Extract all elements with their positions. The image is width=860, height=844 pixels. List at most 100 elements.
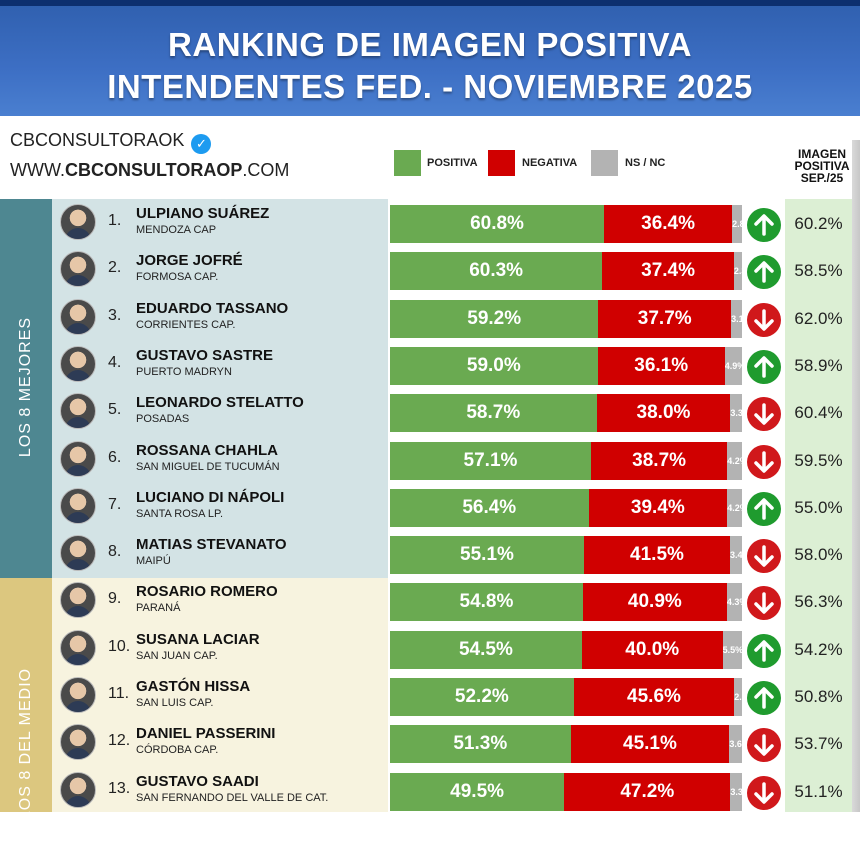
legend-positiva-swatch [394, 150, 421, 176]
avatar [60, 251, 96, 288]
bar-nsnc: 3.4% [730, 536, 742, 575]
stacked-bar: 51.3%45.1%3.6% [390, 725, 742, 764]
bar-positiva: 54.8% [390, 583, 583, 622]
avatar [60, 771, 96, 808]
prev-positive-value: 60.2% [794, 214, 843, 233]
bar-negativa: 40.9% [582, 583, 727, 622]
site-name: CBCONSULTORAOP [64, 160, 243, 180]
stacked-bar: 57.1%38.7%4.2% [390, 441, 742, 480]
verified-check-icon: ✓ [191, 134, 212, 154]
site-suffix: .COM [242, 160, 290, 180]
bar-positiva: 59.2% [390, 299, 599, 338]
arrow-up-icon [747, 208, 781, 242]
avatar-shirt [65, 606, 91, 618]
avatar [60, 345, 96, 382]
avatar-shirt [65, 275, 91, 287]
title-line-1: RANKING DE IMAGEN POSITIVA [168, 26, 692, 63]
rank-number: 1. [108, 212, 122, 229]
rank-number: 13. [108, 779, 131, 797]
rank-number: 10. [108, 637, 131, 655]
ranking-row: 7. LUCIANO DI NÁPOLI SANTA ROSA LP. 56.4% 39… [0, 483, 860, 527]
legend-negativa: NEGATIVA [488, 150, 588, 176]
mayor-city: SAN JUAN CAP. [136, 649, 218, 662]
stacked-bar: 55.1%41.5%3.4% [390, 536, 742, 575]
bar-nsnc: 2.2% [734, 678, 742, 716]
brand-handle: CBCONSULTORAOK ✓ [10, 130, 212, 154]
bar-negativa: 38.0% [596, 394, 731, 433]
stacked-bar: 58.7%38.0%3.3% [390, 394, 742, 433]
bar-positiva: 54.5% [390, 630, 582, 669]
prev-positive-value: 56.3% [794, 592, 843, 612]
prev-positive-value: 51.1% [794, 781, 843, 801]
mayor-name: SUSANA LACIAR [136, 630, 260, 648]
ranking-row: 1. ULPIANO SUÁREZ MENDOZA CAP 60.8%36.4%2.8… [0, 199, 860, 243]
rank-number: 5. [108, 401, 122, 419]
mayor-city: SAN MIGUEL DE TUCUMÁN [136, 460, 280, 473]
mayor-city: MENDOZA CAP [136, 224, 217, 236]
mayor-city: SANTA ROSA LP. [136, 507, 224, 520]
rank-number: 4. [108, 353, 122, 371]
mayor-name: GUSTAVO SAADI [136, 772, 259, 790]
prev-header-line2: POSITIVA [794, 159, 850, 173]
group-band-best [0, 199, 52, 578]
title-line-2: INTENDENTES FED. - NOVIEMBRE 2025 [107, 68, 753, 105]
prev-positive-value: 60.4% [794, 403, 843, 423]
bar-nsnc: 3.3% [730, 394, 742, 433]
bar-positiva: 55.1% [390, 536, 584, 575]
mayor-city: SAN FERNANDO DEL VALLE DE CAT. [136, 791, 329, 804]
rank-number: 9. [108, 590, 122, 608]
mayor-city: POSADAS [136, 413, 190, 426]
bar-negativa: 36.4% [604, 205, 733, 243]
right-edge-strip [852, 140, 860, 812]
avatar [60, 204, 96, 240]
arrow-down-icon [747, 397, 781, 432]
bar-negativa: 38.7% [590, 441, 728, 480]
prev-column-background [785, 199, 852, 812]
avatar-shirt [65, 322, 91, 334]
group-rows-bg-best [52, 199, 388, 578]
bar-positiva: 60.8% [390, 205, 605, 243]
rank-number: 11. [108, 685, 130, 702]
prev-positive-value: 53.7% [794, 734, 843, 754]
rank-number: 2. [108, 259, 122, 277]
bar-nsnc: 3.6% [729, 725, 742, 764]
prev-column-header: IMAGEN POSITIVA SEP./25 [784, 148, 860, 184]
ranking-row: 4. GUSTAVO SASTRE PUERTO MADRYN 59.0% 36.1% 4… [0, 341, 860, 385]
avatar [60, 629, 96, 666]
bar-positiva: 59.0% [390, 346, 598, 385]
legend-positiva-label: POSITIVA [427, 157, 478, 169]
avatar-shirt [65, 464, 91, 476]
prev-positive-value: 50.8% [794, 687, 843, 706]
arrow-up-icon [747, 491, 781, 526]
arrow-up-icon [747, 349, 781, 384]
prev-positive-value: 58.0% [794, 545, 843, 565]
avatar-shirt [65, 511, 91, 523]
stacked-bar: 59.2%37.7%3.1% [390, 299, 742, 338]
mayor-name: ROSSANA CHAHLA [136, 441, 278, 459]
mayor-name: GUSTAVO SASTRE [136, 346, 273, 364]
avatar-shirt [65, 228, 91, 239]
arrow-down-icon [747, 728, 781, 763]
mayor-city: FORMOSA CAP. [136, 271, 219, 284]
stacked-bar: 60.3%37.4%2.3% [390, 252, 742, 291]
prev-positive-value: 55.0% [794, 497, 843, 517]
mayor-name: LEONARDO STELATTO [136, 394, 304, 412]
bar-nsnc: 3.3% [730, 772, 742, 811]
arrow-up-icon [747, 681, 781, 715]
mayor-city: MAIPÚ [136, 555, 171, 568]
ranking-row: 12. DANIEL PASSERINI CÓRDOBA CAP. 51.3% 45.1… [0, 719, 860, 764]
avatar [60, 298, 96, 335]
arrow-down-icon [747, 302, 781, 337]
avatar-shirt [65, 417, 91, 429]
bar-negativa: 39.4% [588, 488, 728, 527]
avatar [60, 535, 96, 572]
rank-number: 12. [108, 732, 131, 750]
ranking-row: 6. ROSSANA CHAHLA SAN MIGUEL DE TUCUMÁN 57.… [0, 436, 860, 480]
bar-negativa: 45.6% [573, 678, 735, 716]
bar-negativa: 37.7% [598, 299, 732, 338]
legend-negativa-swatch [488, 150, 515, 176]
bar-negativa: 45.1% [570, 725, 730, 764]
bar-negativa: 40.0% [581, 630, 723, 669]
prev-header-line1: IMAGEN [798, 147, 846, 161]
mayor-name: GASTÓN HISSA [136, 678, 251, 695]
